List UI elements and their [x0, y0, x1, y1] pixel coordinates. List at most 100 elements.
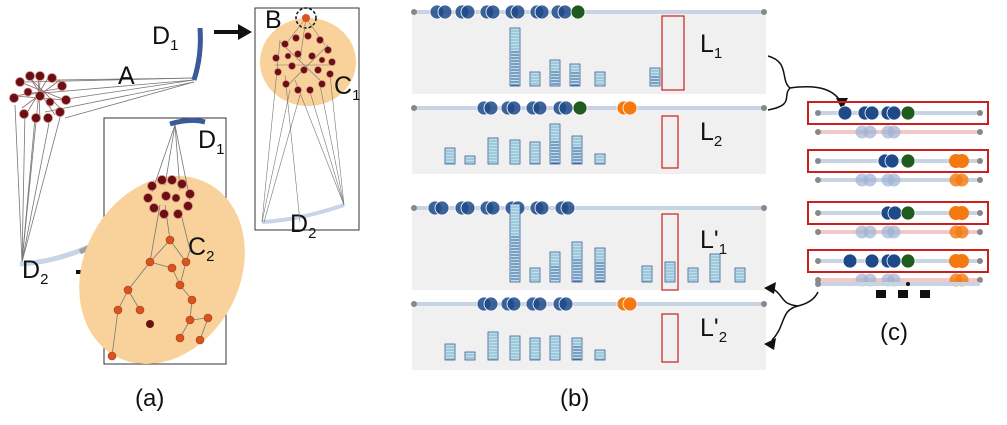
panel-c [807, 101, 989, 287]
bar-fill [444, 343, 456, 361]
track-start [815, 281, 821, 287]
timeline-dot [483, 100, 499, 116]
node-b [302, 14, 310, 22]
histogram-bar [529, 267, 541, 283]
timeline-dot [506, 296, 522, 312]
track-start [815, 110, 821, 116]
track-end [977, 258, 983, 264]
bar-fill [487, 137, 499, 165]
cluster-c2-region [79, 176, 245, 364]
c2-isolated-node [146, 320, 154, 328]
histogram-bar [509, 203, 521, 283]
bar-fill [709, 253, 721, 283]
histogram-bar [649, 67, 661, 87]
track-start [815, 177, 821, 183]
timeline-dot-faded [863, 225, 877, 239]
timeline-dot-faded [887, 173, 901, 187]
connector-c-to-lprime [771, 287, 799, 341]
histogram-bar [549, 59, 561, 87]
timeline-dot [955, 154, 969, 168]
comparison-row-last [815, 281, 980, 287]
track-end [761, 301, 767, 307]
bar-fill [594, 247, 606, 283]
histogram-bar [529, 337, 541, 361]
bar-fill [571, 337, 583, 361]
track-start [411, 301, 417, 307]
connector-up-head [764, 282, 776, 294]
bar-fill [549, 123, 561, 165]
track-end [977, 158, 983, 164]
bar-fill [594, 71, 606, 87]
caption-b: (b) [560, 385, 589, 412]
track-start [411, 105, 417, 111]
bar-fill [641, 265, 653, 283]
track-start [411, 9, 417, 15]
histogram-bar [549, 335, 561, 361]
bar-fill [529, 71, 541, 87]
histogram-bar [549, 251, 561, 283]
layer-row-1: L1 [411, 4, 767, 94]
timeline-dot [886, 105, 902, 121]
timeline-dot [570, 4, 586, 20]
timeline-dot [557, 4, 573, 20]
selected-interval [661, 213, 679, 291]
timeline-dot [460, 4, 476, 20]
bar-fill [509, 27, 521, 87]
timeline-dot [510, 4, 526, 20]
label-c2: C2 [188, 233, 214, 265]
bar-fill [569, 63, 581, 87]
label-a: A [118, 62, 135, 90]
layer-row-4: L'2 [411, 296, 767, 370]
timeline-dot [864, 253, 880, 269]
timeline-dot-faded [955, 173, 969, 187]
d1-inner-arc [169, 117, 206, 127]
selected-interval [661, 15, 685, 91]
timeline-dot [906, 282, 910, 286]
timeline-dot [900, 105, 916, 121]
bar-fill [549, 59, 561, 87]
timeline-dot [532, 296, 548, 312]
cluster-c1-nodes [272, 32, 336, 94]
histogram-bar [487, 137, 499, 165]
timeline-dot-faded [863, 125, 877, 139]
connector-c-from [797, 291, 819, 307]
timeline-dot [485, 200, 501, 216]
track-end [761, 9, 767, 15]
track-end [977, 210, 983, 216]
connector-l1-l2-to-c [767, 55, 792, 111]
cluster-c2-orange-nodes [107, 235, 213, 361]
comparison-row-4 [807, 249, 989, 287]
comparison-box [807, 201, 989, 225]
timeline-dot [572, 100, 588, 116]
more-indicator [876, 290, 930, 298]
selected-interval [661, 115, 679, 169]
histogram-bar [529, 71, 541, 87]
timeline-dot [460, 200, 476, 216]
timeline-dot [900, 253, 916, 269]
panel-a: D1 A D2 D1 C2 [9, 6, 360, 412]
bar-fill [529, 267, 541, 283]
histogram-bar [509, 139, 521, 165]
label-d1-top: D1 [152, 22, 178, 54]
timeline-dot [534, 4, 550, 20]
timeline-dot [884, 153, 900, 169]
arrow-to-box-head [238, 24, 252, 40]
timeline-dot-faded [887, 125, 901, 139]
bar-fill [464, 351, 476, 361]
timeline-dot [506, 100, 522, 116]
layer-row-3: L'1 [411, 200, 767, 291]
bar-fill [487, 331, 499, 361]
histogram-bar [549, 123, 561, 165]
histogram-bar [571, 337, 583, 361]
histogram-bar [709, 253, 721, 283]
label-b: B [265, 6, 282, 34]
bar-fill [529, 141, 541, 165]
cluster-a-edges [14, 77, 195, 263]
timeline-dot [886, 253, 902, 269]
histogram-bar [444, 147, 456, 165]
cluster-c2-dark-nodes [143, 175, 195, 219]
timeline-dot [955, 254, 969, 268]
timeline-dot-faded [887, 225, 901, 239]
caption-a: (a) [135, 385, 164, 412]
